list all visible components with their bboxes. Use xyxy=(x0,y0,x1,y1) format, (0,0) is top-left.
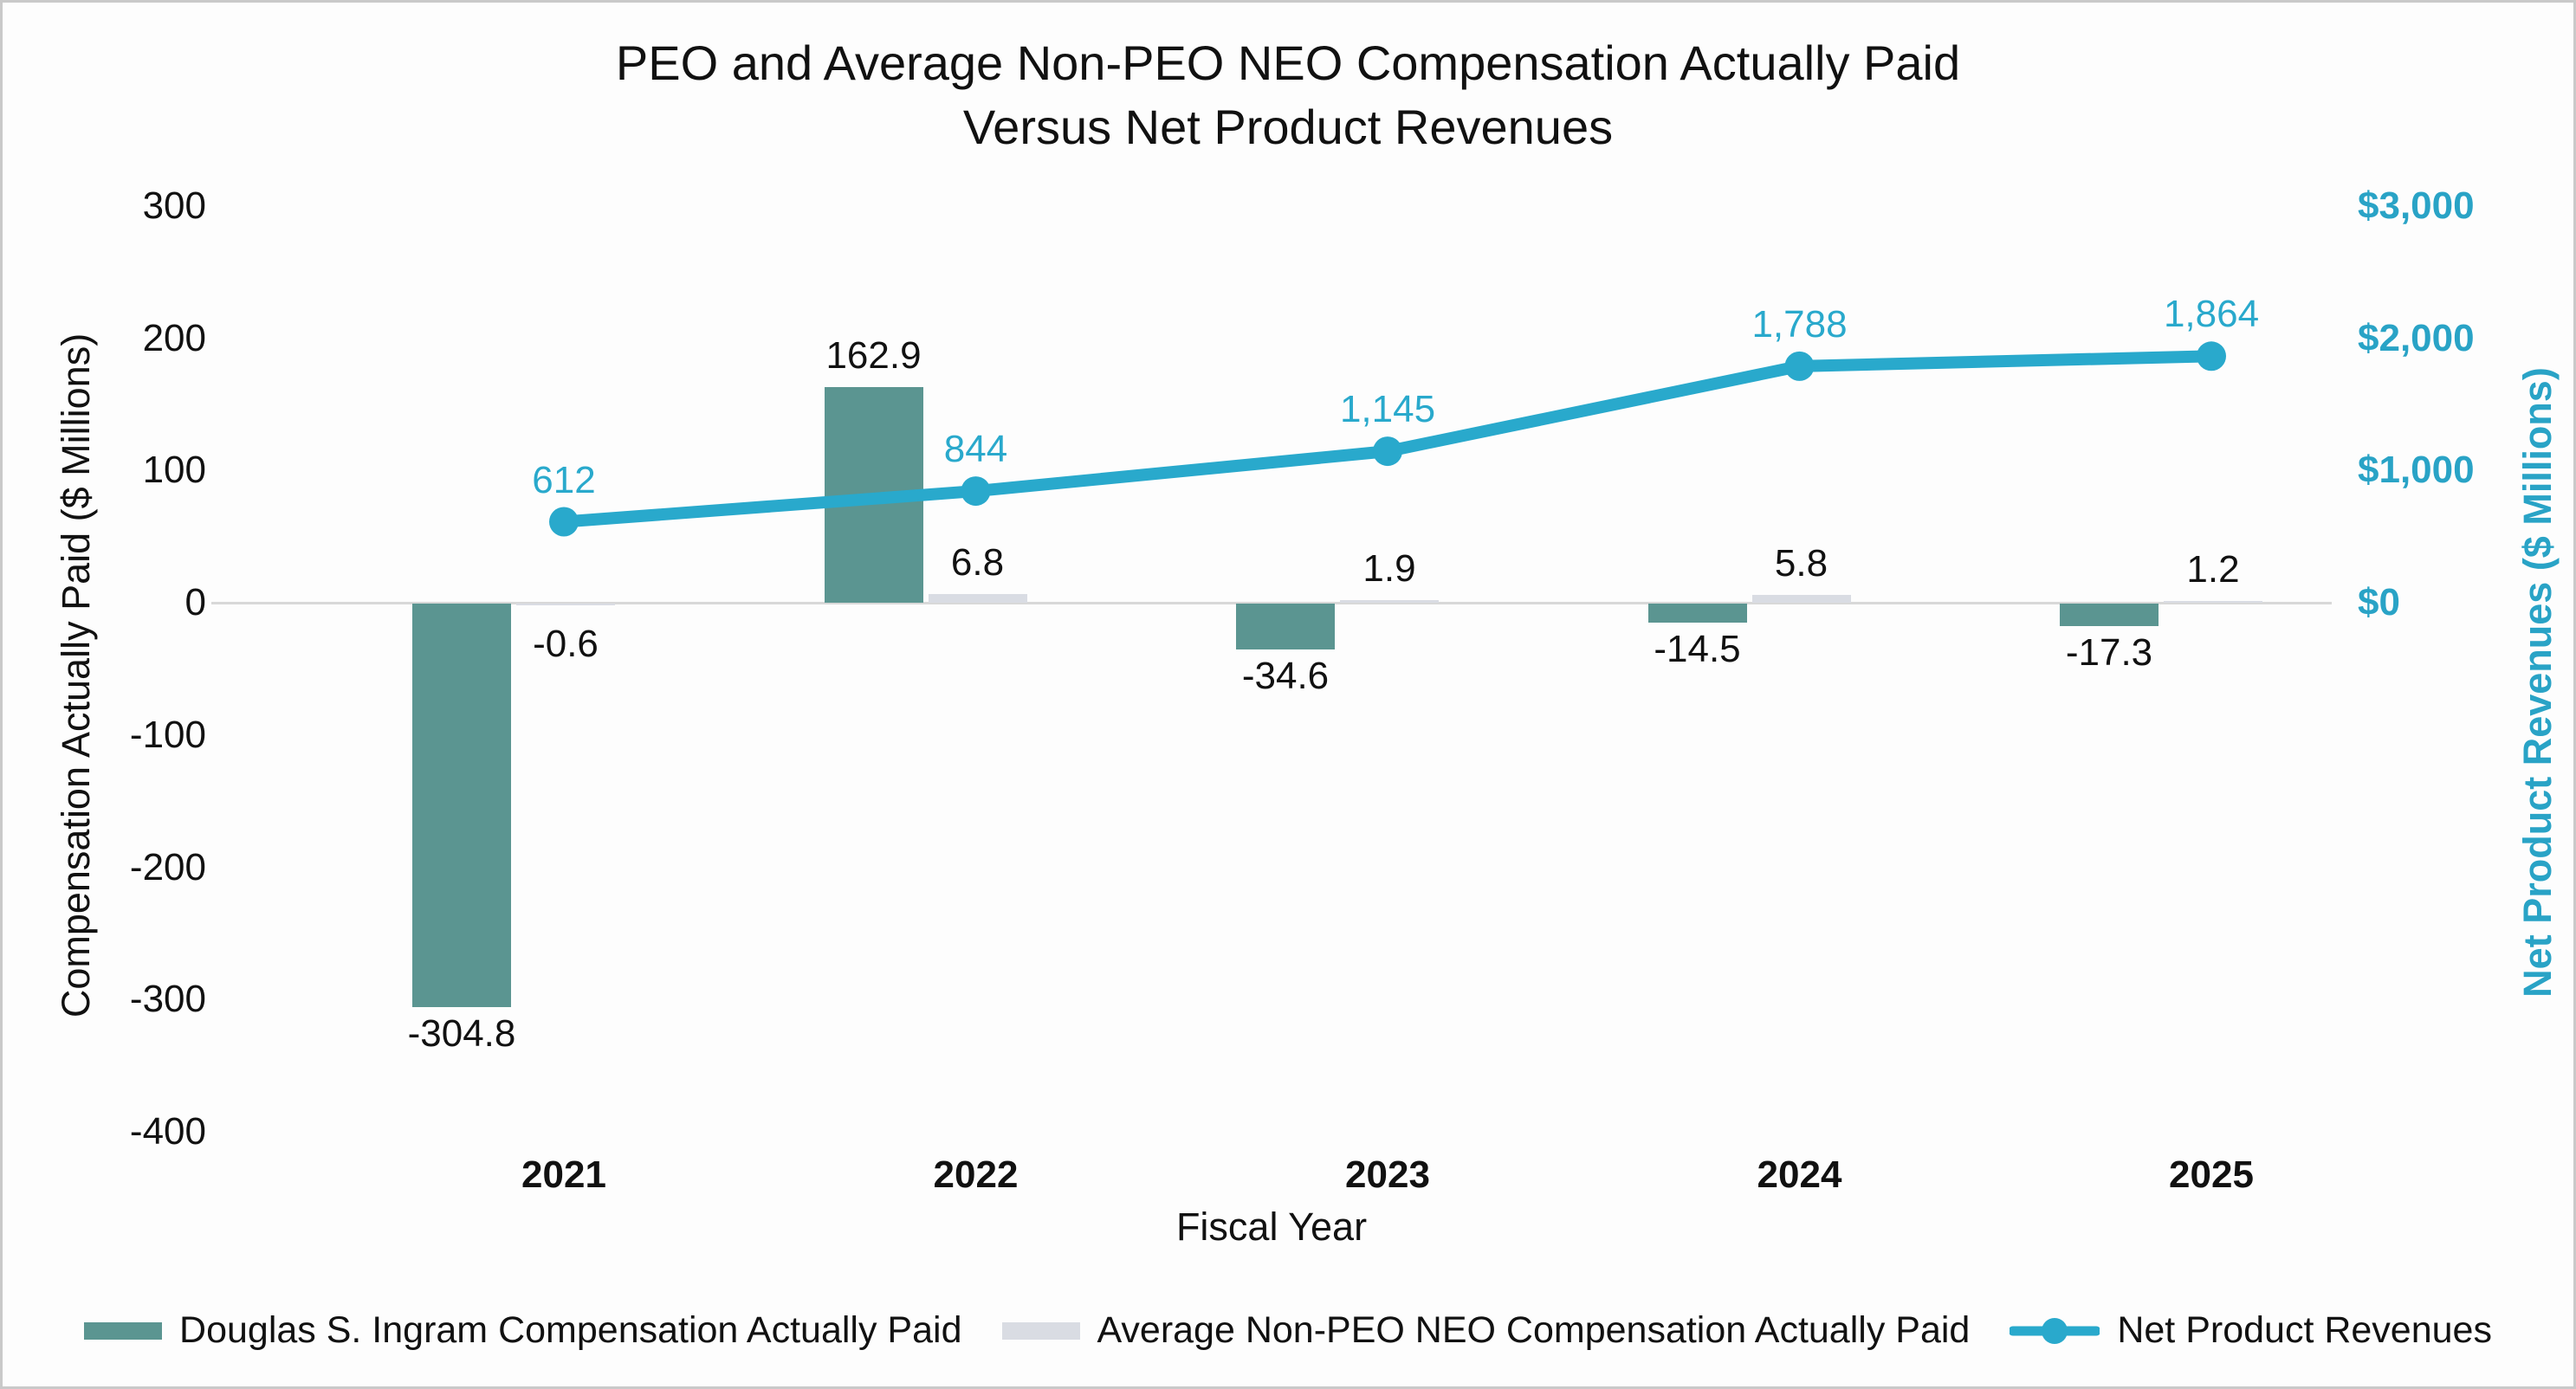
legend-item: Net Product Revenues xyxy=(2010,1309,2492,1352)
peo-bar xyxy=(2060,604,2159,627)
line-value-label: 1,864 xyxy=(2163,293,2260,336)
y-tick-label-left: 300 xyxy=(142,184,206,227)
bar-value-label: -34.6 xyxy=(1241,654,1330,697)
bar-value-label: 1.9 xyxy=(1362,547,1416,591)
line-point-marker xyxy=(549,507,579,537)
x-axis-title: Fiscal Year xyxy=(1175,1205,1368,1249)
peo-bar xyxy=(1647,604,1747,623)
bar-value-label: 6.8 xyxy=(950,540,1005,584)
bar-value-label: -304.8 xyxy=(407,1011,516,1055)
neo-bar xyxy=(1340,600,1439,603)
chart-title-line2: Versus Net Product Revenues xyxy=(962,100,1614,154)
x-tick-label: 2024 xyxy=(1757,1153,1842,1196)
line-point-marker xyxy=(961,476,991,507)
legend-label: Douglas S. Ingram Compensation Actually … xyxy=(179,1309,962,1351)
bar-value-label: 162.9 xyxy=(825,334,922,378)
line-point-marker xyxy=(1373,436,1402,467)
y-tick-label-right: $0 xyxy=(2358,581,2400,623)
neo-bar xyxy=(516,604,615,605)
neo-bar xyxy=(2164,601,2262,603)
legend-line-marker xyxy=(2010,1317,2100,1344)
right-axis-title: Net Product Revenues ($ Millions) xyxy=(2515,367,2560,998)
line-value-label: 844 xyxy=(943,428,1008,471)
line-value-label: 1,145 xyxy=(1339,388,1436,431)
peo-bar xyxy=(824,387,923,603)
y-tick-label-left: 0 xyxy=(184,581,206,623)
zero-axis-line xyxy=(211,602,2332,604)
legend-swatch xyxy=(1001,1321,1080,1340)
y-tick-label-left: -400 xyxy=(129,1110,206,1153)
y-tick-label-left: 200 xyxy=(142,316,206,359)
bar-value-label: 5.8 xyxy=(1774,542,1828,585)
x-tick-label: 2023 xyxy=(1345,1153,1430,1196)
legend-label: Average Non-PEO NEO Compensation Actuall… xyxy=(1097,1309,1971,1351)
legend-item: Average Non-PEO NEO Compensation Actuall… xyxy=(1001,1309,1971,1352)
y-tick-label-left: 100 xyxy=(142,449,206,492)
bar-value-label: -17.3 xyxy=(2065,631,2153,675)
y-tick-label-left: -300 xyxy=(129,978,206,1021)
legend-label: Net Product Revenues xyxy=(2117,1309,2492,1351)
x-tick-label: 2021 xyxy=(521,1153,606,1196)
bar-value-label: -14.5 xyxy=(1654,628,1741,671)
x-tick-label: 2022 xyxy=(933,1153,1019,1196)
bar-value-label: 1.2 xyxy=(2186,548,2240,591)
y-tick-label-right: $1,000 xyxy=(2358,449,2475,492)
peo-bar xyxy=(1236,604,1335,649)
neo-bar xyxy=(1751,595,1851,603)
legend-swatch xyxy=(84,1321,163,1340)
x-tick-label: 2025 xyxy=(2169,1153,2254,1196)
y-tick-label-left: -200 xyxy=(129,845,206,888)
y-tick-label-right: $3,000 xyxy=(2358,184,2475,227)
line-value-label: 1,788 xyxy=(1751,302,1848,346)
line-point-marker xyxy=(1784,351,1815,381)
neo-bar xyxy=(928,593,1027,603)
line-value-label: 612 xyxy=(532,458,596,501)
bar-value-label: -0.6 xyxy=(533,623,599,665)
y-tick-label-left: -100 xyxy=(129,713,206,756)
chart-title-line1: PEO and Average Non-PEO NEO Compensation… xyxy=(615,36,1961,90)
left-axis-title: Compensation Actually Paid ($ Millions) xyxy=(54,333,98,1018)
legend-item: Douglas S. Ingram Compensation Actually … xyxy=(84,1309,962,1352)
chart-title: PEO and Average Non-PEO NEO Compensation… xyxy=(0,31,2576,159)
y-tick-label-right: $2,000 xyxy=(2358,316,2475,359)
peo-bar xyxy=(412,604,511,1007)
revenue-line-path xyxy=(558,350,2217,528)
legend: Douglas S. Ingram Compensation Actually … xyxy=(0,1309,2576,1352)
line-point-marker xyxy=(2197,341,2226,371)
